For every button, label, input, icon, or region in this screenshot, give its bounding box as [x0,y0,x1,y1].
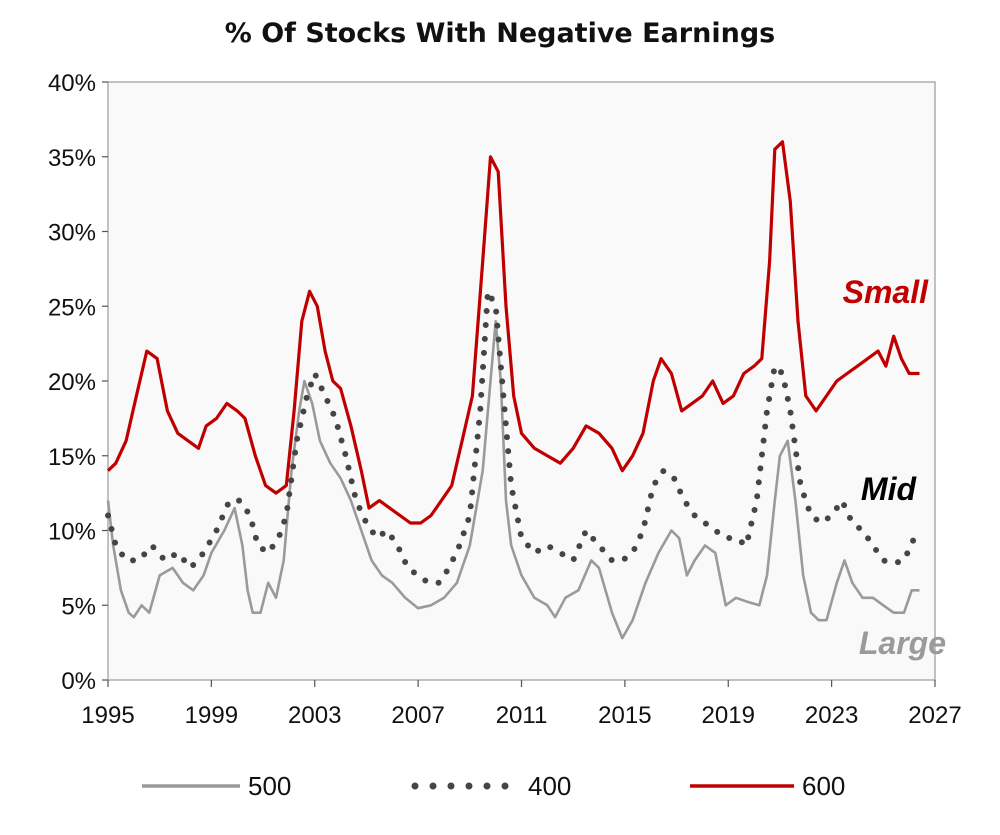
legend-label-500: 500 [248,771,291,801]
plot-area [107,81,936,681]
annotation-mid: Mid [861,471,918,507]
x-tick-label: 2015 [598,702,651,729]
series-line-600 [106,140,920,525]
y-tick-label: 25% [48,294,96,321]
series-line-500 [106,319,920,640]
series-line-400 [105,280,918,586]
y-tick-label: 35% [48,145,96,172]
x-tick-label: 2023 [805,702,858,729]
x-tick-label: 2003 [288,702,341,729]
y-tick-label: 15% [48,444,96,471]
x-tick-label: 1995 [81,702,134,729]
annotation-layer: Small Mid Large [843,274,946,661]
y-tick-label: 30% [48,220,96,247]
legend: 500 400 600 [142,771,845,801]
x-tick-label: 1999 [185,702,238,729]
x-tick-label: 2019 [702,702,755,729]
y-tick-label: 0% [61,668,96,695]
x-tick-label: 2027 [908,702,961,729]
y-tick-label: 10% [48,519,96,546]
y-tick-label: 20% [48,369,96,396]
y-tick-label: 40% [48,70,96,97]
series-layer [105,140,920,640]
x-tick-label: 2007 [391,702,444,729]
annotation-large: Large [859,625,946,661]
legend-label-600: 600 [802,771,845,801]
x-tick-label: 2011 [496,702,548,729]
chart-title: % Of Stocks With Negative Earnings [224,18,776,49]
y-tick-label: 5% [61,593,96,620]
annotation-small: Small [843,274,929,310]
axes-layer: 0% 5% 10% 15% 20% 25% 30% 35% 40% 1995 1999 2003 200… [48,70,962,729]
legend-label-400: 400 [528,771,571,801]
